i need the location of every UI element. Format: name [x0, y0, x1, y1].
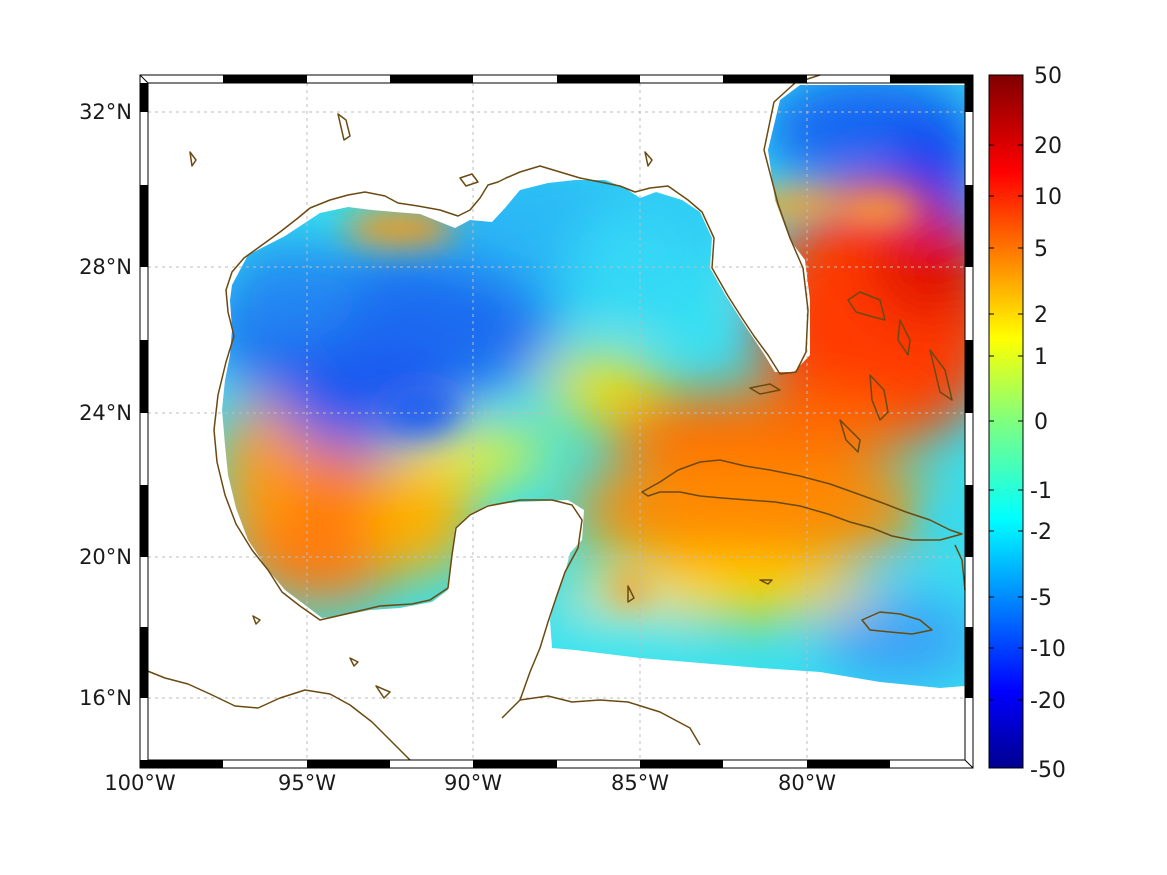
map-frame: [139, 74, 974, 769]
colorbar-tick-label: 2: [1034, 303, 1048, 328]
colorbar-tick-label: 0: [1034, 410, 1048, 435]
lat-tick-label: 16°N: [79, 686, 132, 710]
colorbar-tick-label: 1: [1034, 345, 1048, 370]
colorbar-tick-label: 5: [1034, 237, 1048, 262]
colorbar-tick-label: -2: [1030, 520, 1052, 545]
colorbar: 50 20 10 5 2 1 0 -1 -2 -5 -10 -20 -50: [988, 64, 1066, 783]
lat-tick-label: 20°N: [79, 545, 132, 569]
lon-tick-label: 90°W: [444, 771, 502, 795]
lon-tick-labels: 100°W 95°W 90°W 85°W 80°W: [104, 771, 836, 795]
colorbar-tick-label: 10: [1034, 185, 1062, 210]
colorbar-tick-label: -20: [1030, 689, 1066, 714]
data-field: [148, 83, 965, 760]
coastlines: [139, 74, 966, 761]
lat-tick-label: 28°N: [79, 255, 132, 279]
lon-tick-label: 80°W: [778, 771, 836, 795]
grid-lines: [148, 83, 965, 760]
colorbar-tick-label: 20: [1034, 134, 1062, 159]
lon-tick-label: 85°W: [611, 771, 669, 795]
colorbar-tick-label: -5: [1030, 586, 1052, 611]
lat-tick-label: 24°N: [79, 401, 132, 425]
colorbar-tick-label: -1: [1030, 479, 1052, 504]
colorbar-tick-marks: [989, 144, 1023, 701]
colorbar-gradient: [988, 74, 1024, 769]
colorbar-tick-label: 50: [1034, 64, 1062, 89]
lat-tick-labels: 32°N 28°N 24°N 20°N 16°N: [79, 100, 132, 710]
lat-tick-label: 32°N: [79, 100, 132, 124]
lon-tick-label: 95°W: [278, 771, 336, 795]
lon-tick-label: 100°W: [104, 771, 176, 795]
colorbar-tick-label: -10: [1030, 637, 1066, 662]
colorbar-tick-label: -50: [1030, 758, 1066, 783]
